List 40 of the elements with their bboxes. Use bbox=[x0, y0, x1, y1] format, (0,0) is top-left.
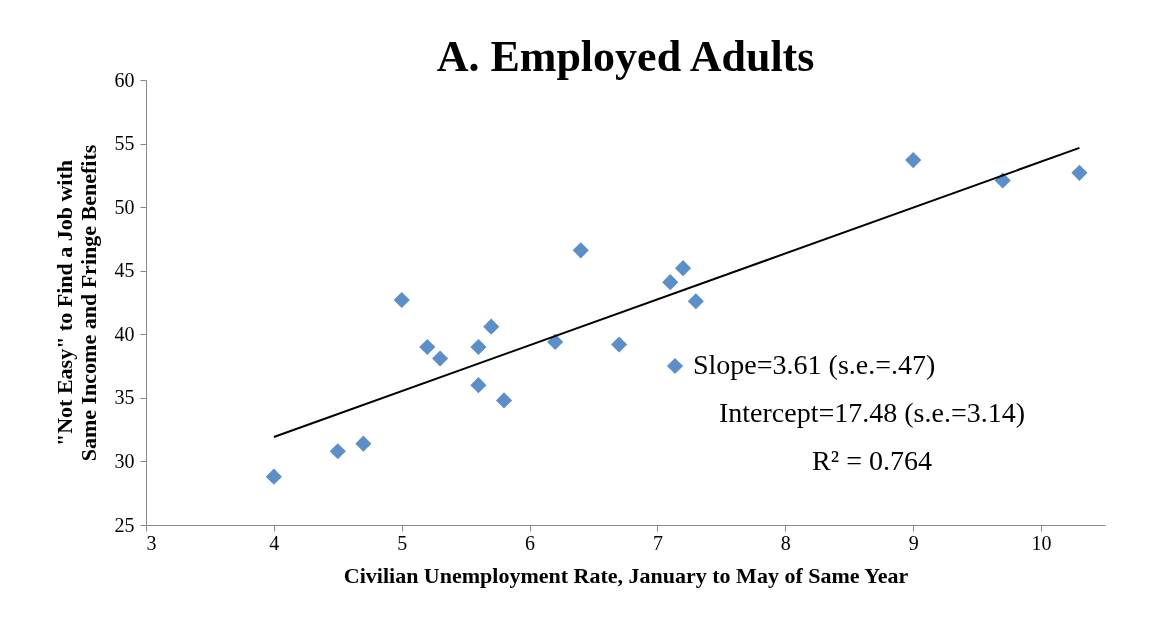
x-tick-label: 3 bbox=[146, 531, 157, 554]
point bbox=[662, 274, 679, 291]
y-tick-label: 55 bbox=[114, 132, 135, 155]
point bbox=[483, 318, 500, 335]
point bbox=[1071, 164, 1088, 181]
x-tick-label: 8 bbox=[780, 531, 791, 554]
point bbox=[495, 392, 513, 409]
y-axis-title: "Not Easy" to Find a Job with Same Income and Fringe Benefits bbox=[51, 144, 101, 462]
y-tick-label: 30 bbox=[114, 449, 135, 472]
point bbox=[432, 350, 449, 367]
x-tick-label: 7 bbox=[652, 531, 663, 554]
y-tick-label: 45 bbox=[114, 259, 135, 282]
point bbox=[470, 338, 487, 356]
x-tick-label: 9 bbox=[908, 531, 919, 554]
point bbox=[572, 242, 589, 259]
point bbox=[905, 152, 922, 169]
x-tick-label: 4 bbox=[269, 531, 280, 554]
point bbox=[470, 377, 487, 394]
point bbox=[611, 336, 628, 353]
x-tick-label: 6 bbox=[525, 531, 536, 554]
y-tick-label: 50 bbox=[114, 195, 135, 218]
x-axis-title: Civilian Unemployment Rate, January to May of Same Year bbox=[343, 562, 909, 588]
point bbox=[329, 443, 346, 460]
chart-title: A. Employed Adults bbox=[436, 32, 815, 81]
point bbox=[674, 260, 692, 277]
y-tick-label: 25 bbox=[114, 513, 135, 536]
point bbox=[393, 291, 410, 309]
point bbox=[547, 333, 564, 350]
y-tick-label: 40 bbox=[114, 322, 135, 345]
y-tick-label: 60 bbox=[114, 68, 135, 91]
point bbox=[265, 468, 282, 485]
point bbox=[687, 293, 704, 310]
x-tick-label: 10 bbox=[1031, 531, 1052, 554]
point bbox=[419, 338, 436, 356]
legend-label: Slope=3.61 (s.e.=.47) bbox=[693, 349, 936, 380]
annotation: R² = 0.764 bbox=[812, 445, 932, 476]
annotation: Intercept=17.48 (s.e.=3.14) bbox=[718, 397, 1026, 428]
x-tick-label: 5 bbox=[397, 531, 408, 554]
y-tick-label: 35 bbox=[114, 386, 135, 409]
point bbox=[355, 435, 372, 452]
